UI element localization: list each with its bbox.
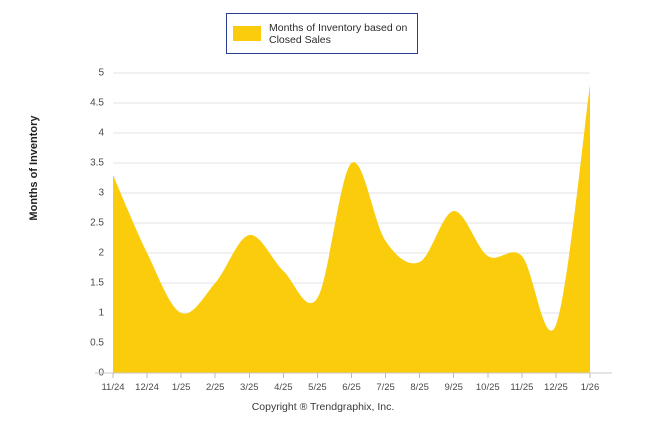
y-tick-label: 4.5 (90, 98, 104, 109)
x-tick-label: 8/25 (410, 382, 429, 393)
x-tick-label: 1/26 (581, 382, 600, 393)
x-tick-label: 12/24 (135, 382, 159, 393)
x-tick-label: 11/25 (510, 382, 533, 393)
chart-legend: Months of Inventory based on Closed Sale… (226, 13, 418, 54)
y-tick-label: 2 (98, 248, 104, 259)
x-tick-label: 1/25 (172, 382, 191, 393)
y-tick-label: 3 (98, 188, 104, 199)
y-tick-label: 1.5 (90, 278, 104, 289)
copyright-note: Copyright ® Trendgraphix, Inc. (251, 401, 395, 413)
legend-color-swatch (233, 26, 261, 41)
y-tick-label: 5 (98, 68, 104, 79)
x-tick-label: 7/25 (376, 382, 395, 393)
x-tick-label: 11/24 (101, 382, 124, 393)
y-tick-label: 3.5 (90, 158, 104, 169)
x-tick-label: 9/25 (444, 382, 463, 393)
x-tick-labels-group: 11/24 12/24 1/25 2/25 3/25 4/25 5/25 6/25 7/25 8/… (101, 382, 599, 393)
series-area-group (113, 85, 590, 373)
y-tick-label: 1 (98, 308, 104, 319)
series-area-months-of-inventory (113, 85, 590, 373)
x-tick-label: 5/25 (308, 382, 327, 393)
x-axis-group (95, 372, 612, 378)
x-tick-label: 12/25 (544, 382, 568, 393)
x-tick-label: 2/25 (206, 382, 225, 393)
y-tick-label: 0.5 (90, 338, 104, 349)
x-tick-label: 10/25 (476, 382, 500, 393)
legend-series-label: Months of Inventory based on Closed Sale… (269, 21, 408, 46)
x-tick-label: 6/25 (342, 382, 361, 393)
x-tick-label: 4/25 (274, 382, 293, 393)
y-tick-label: 2.5 (90, 218, 104, 229)
y-tick-labels-group: 00.511.522.533.544.55 (90, 68, 104, 379)
x-tick-label: 3/25 (240, 382, 259, 393)
y-tick-label: 4 (98, 128, 104, 139)
